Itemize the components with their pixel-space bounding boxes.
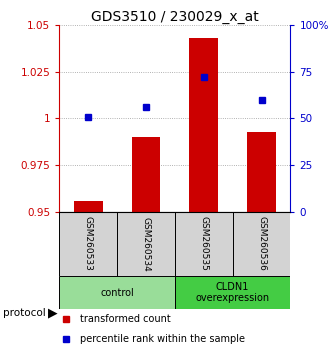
Bar: [74, 201, 103, 212]
Bar: [117, 212, 175, 276]
Bar: [189, 38, 218, 212]
Bar: [175, 212, 233, 276]
Text: GSM260533: GSM260533: [84, 217, 93, 272]
Bar: [59, 212, 117, 276]
Text: GSM260535: GSM260535: [199, 217, 208, 272]
Text: GSM260536: GSM260536: [257, 217, 266, 272]
Text: CLDN1
overexpression: CLDN1 overexpression: [196, 282, 270, 303]
Text: ▶: ▶: [48, 307, 57, 320]
Text: percentile rank within the sample: percentile rank within the sample: [80, 335, 245, 344]
Text: control: control: [100, 287, 134, 298]
Bar: [247, 132, 276, 212]
Bar: [59, 276, 175, 309]
Text: protocol: protocol: [3, 308, 46, 318]
Bar: [233, 212, 290, 276]
Text: transformed count: transformed count: [80, 314, 171, 324]
Title: GDS3510 / 230029_x_at: GDS3510 / 230029_x_at: [91, 10, 259, 24]
Text: GSM260534: GSM260534: [142, 217, 150, 271]
Bar: [175, 276, 290, 309]
Bar: [132, 137, 160, 212]
